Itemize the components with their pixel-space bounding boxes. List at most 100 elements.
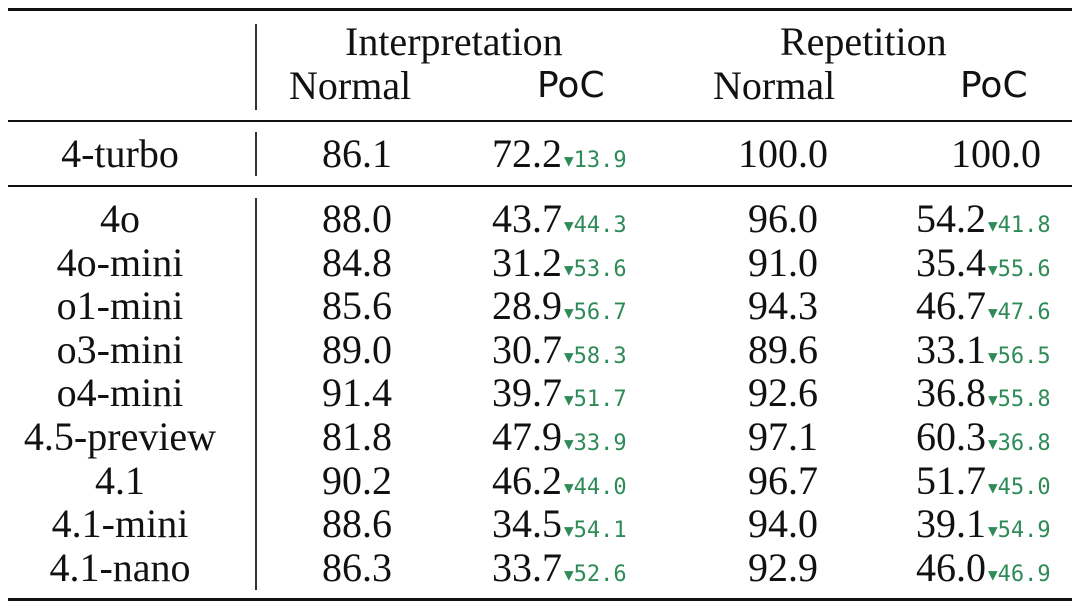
row-interp-delta: ▼33.9 (564, 431, 627, 456)
row-rep-delta: ▼56.5 (988, 344, 1051, 369)
baseline-interp-delta: ▼13.9 (564, 148, 627, 173)
row-rep-normal: 96.0 (748, 196, 818, 241)
row-rep-delta-value: 55.6 (997, 257, 1051, 282)
row-interp-normal: 85.6 (322, 283, 392, 328)
row-interp-normal: 89.0 (322, 327, 392, 372)
row-rep-poc-value: 35.4 (916, 240, 986, 285)
baseline-interp-poc-value: 72.2 (492, 131, 562, 176)
down-triangle-icon: ▼ (564, 303, 574, 322)
row-interp-delta: ▼53.6 (564, 257, 627, 282)
row-interp-normal: 84.8 (322, 240, 392, 285)
row-rep-poc-value: 54.2 (916, 196, 986, 241)
row-model: o3-mini (56, 327, 184, 372)
down-triangle-icon: ▼ (988, 478, 998, 497)
down-triangle-icon: ▼ (564, 390, 574, 409)
row-interp-normal: 90.2 (322, 458, 392, 503)
header-interp-normal: Normal (289, 63, 412, 108)
row-rep-poc: 39.1 ▼54.9 (916, 504, 1051, 544)
row-interp-delta-value: 58.3 (573, 344, 627, 369)
row-rep-poc: 46.7 ▼47.6 (916, 286, 1051, 326)
row-rep-poc-value: 51.7 (916, 458, 986, 503)
row-rep-delta-value: 54.9 (997, 518, 1051, 543)
row-interp-delta-value: 44.3 (573, 213, 627, 238)
row-interp-delta-value: 56.7 (573, 300, 627, 325)
row-interp-normal: 86.3 (322, 545, 392, 590)
baseline-interp-poc: 72.2 ▼13.9 (492, 134, 627, 174)
row-interp-poc: 46.2 ▼44.0 (492, 461, 627, 501)
row-model: 4o (100, 196, 140, 241)
body-separator (255, 198, 257, 590)
row-interp-poc: 43.7 ▼44.3 (492, 199, 627, 239)
row-interp-normal: 91.4 (322, 370, 392, 415)
header-rule (8, 120, 1072, 122)
row-rep-delta: ▼45.0 (988, 475, 1051, 500)
row-rep-poc-value: 39.1 (916, 501, 986, 546)
row-interp-delta: ▼58.3 (564, 344, 627, 369)
header-rep-poc: PoC (960, 65, 1028, 106)
row-rep-poc-value: 36.8 (916, 370, 986, 415)
row-interp-poc: 39.7 ▼51.7 (492, 373, 627, 413)
row-rep-poc: 60.3 ▼36.8 (916, 417, 1051, 457)
row-model: o4-mini (56, 370, 184, 415)
row-rep-poc: 51.7 ▼45.0 (916, 461, 1051, 501)
row-rep-delta: ▼41.8 (988, 213, 1051, 238)
row-interp-normal: 81.8 (322, 414, 392, 459)
row-interp-delta-value: 44.0 (573, 475, 627, 500)
down-triangle-icon: ▼ (564, 565, 574, 584)
row-model: 4.1-nano (49, 545, 191, 590)
row-interp-poc-value: 28.9 (492, 283, 562, 328)
row-interp-normal: 88.0 (322, 196, 392, 241)
down-triangle-icon: ▼ (988, 303, 998, 322)
header-repetition: Repetition (780, 19, 947, 64)
header-interpretation: Interpretation (345, 19, 563, 64)
header-rep-normal: Normal (713, 63, 836, 108)
down-triangle-icon: ▼ (564, 260, 574, 279)
row-rep-poc-value: 46.0 (916, 545, 986, 590)
down-triangle-icon: ▼ (564, 216, 574, 235)
down-triangle-icon: ▼ (988, 347, 998, 366)
row-model: 4o-mini (56, 240, 184, 285)
header-separator (255, 24, 257, 110)
row-interp-delta: ▼54.1 (564, 518, 627, 543)
row-rep-delta-value: 56.5 (997, 344, 1051, 369)
down-triangle-icon: ▼ (988, 390, 998, 409)
row-rep-poc-value: 60.3 (916, 414, 986, 459)
row-rep-delta-value: 46.9 (997, 562, 1051, 587)
row-model: 4.1 (95, 458, 145, 503)
row-interp-delta-value: 54.1 (573, 518, 627, 543)
row-model: o1-mini (56, 283, 184, 328)
row-rep-delta: ▼55.8 (988, 387, 1051, 412)
row-interp-delta-value: 33.9 (573, 431, 627, 456)
row-rep-poc-value: 46.7 (916, 283, 986, 328)
row-interp-poc-value: 33.7 (492, 545, 562, 590)
row-rep-delta: ▼46.9 (988, 562, 1051, 587)
row-rep-delta-value: 45.0 (997, 475, 1051, 500)
row-rep-normal: 96.7 (748, 458, 818, 503)
row-interp-delta-value: 53.6 (573, 257, 627, 282)
row-interp-delta: ▼44.0 (564, 475, 627, 500)
row-interp-delta-value: 52.6 (573, 562, 627, 587)
row-model: 4.1-mini (51, 501, 189, 546)
row-interp-poc-value: 47.9 (492, 414, 562, 459)
row-rep-poc: 36.8 ▼55.8 (916, 373, 1051, 413)
row-rep-poc-value: 33.1 (916, 327, 986, 372)
down-triangle-icon: ▼ (988, 565, 998, 584)
row-rep-delta: ▼54.9 (988, 518, 1051, 543)
row-interp-delta-value: 51.7 (573, 387, 627, 412)
row-rep-normal: 94.0 (748, 501, 818, 546)
row-model: 4.5-preview (23, 414, 217, 459)
row-rep-normal: 92.9 (748, 545, 818, 590)
baseline-separator (255, 132, 257, 176)
bottom-rule (8, 598, 1072, 601)
baseline-rule (8, 185, 1072, 187)
baseline-rep-normal: 100.0 (738, 131, 828, 176)
row-rep-normal: 89.6 (748, 327, 818, 372)
row-rep-poc: 46.0 ▼46.9 (916, 548, 1051, 588)
row-interp-poc: 31.2 ▼53.6 (492, 243, 627, 283)
row-interp-delta: ▼52.6 (564, 562, 627, 587)
row-rep-delta-value: 47.6 (997, 300, 1051, 325)
row-interp-delta: ▼56.7 (564, 300, 627, 325)
row-interp-delta: ▼51.7 (564, 387, 627, 412)
row-interp-normal: 88.6 (322, 501, 392, 546)
